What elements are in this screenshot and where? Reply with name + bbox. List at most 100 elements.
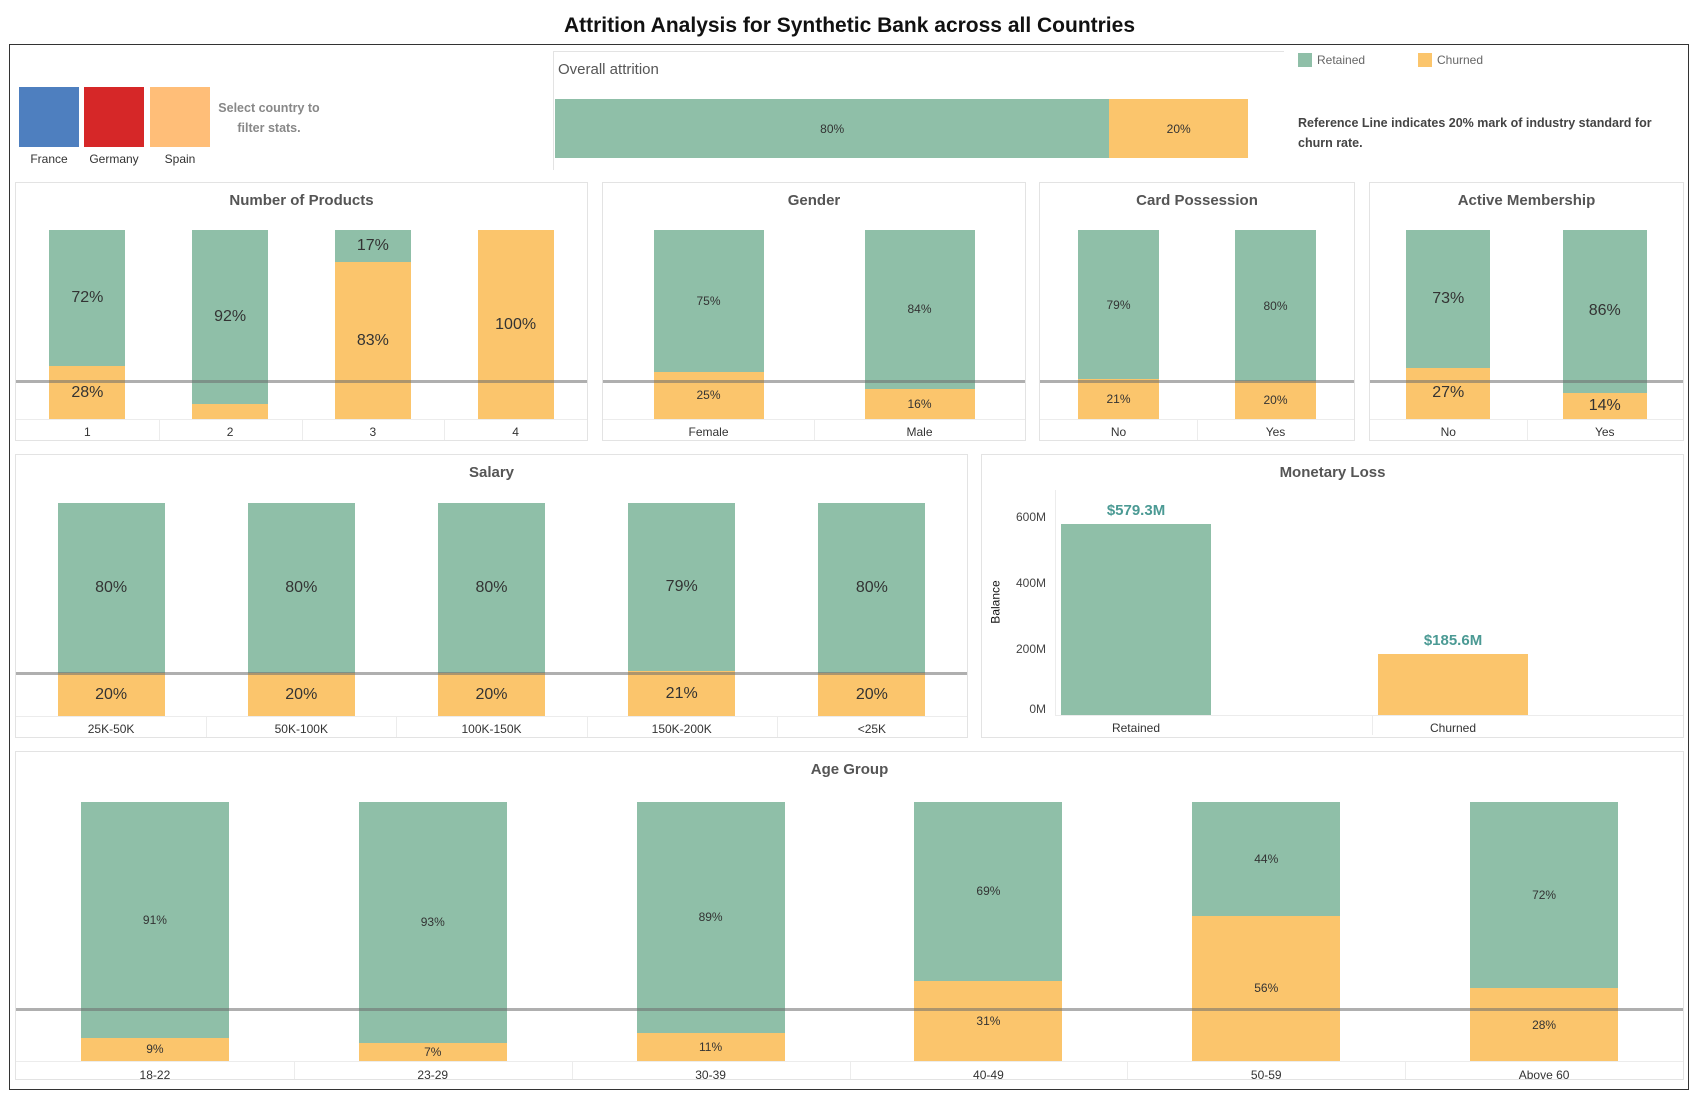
x-axis-line (16, 716, 967, 717)
age-group-category-label: 23-29 (417, 1068, 449, 1082)
reference-line (1040, 380, 1354, 384)
age-group-churned-bar[interactable]: 28% (1470, 988, 1619, 1061)
age-group-retained-bar[interactable]: 89% (636, 802, 785, 1033)
salary-retained-bar[interactable]: 80% (57, 503, 165, 674)
number-of-products-title: Number of Products (229, 192, 374, 209)
active-membership-retained-bar[interactable]: 73% (1406, 230, 1491, 368)
overall-attrition-bar: 80% 20% (555, 99, 1248, 158)
card-possession-retained-bar[interactable]: 80% (1235, 230, 1316, 382)
salary-retained-bar[interactable]: 80% (438, 503, 545, 674)
age-group-churned-bar[interactable]: 31% (914, 980, 1063, 1061)
gender-category-label: Female (688, 425, 729, 439)
y-tick-label: 600M (1015, 510, 1046, 524)
gender-retained-bar[interactable]: 75% (653, 230, 764, 372)
y-axis-line (1055, 490, 1056, 715)
age-group-churned-bar[interactable]: 11% (636, 1032, 785, 1061)
monetary-retained-bar[interactable] (1061, 523, 1211, 715)
age-group-title: Age Group (810, 761, 889, 778)
card-possession-panel: Card Possession 21% 79% No 20% 80% Yes (1039, 182, 1355, 441)
age-group-category-label: 18-22 (139, 1068, 171, 1082)
number-of-products-retained-bar[interactable]: 17% (334, 230, 411, 263)
active-membership-title: Active Membership (1457, 192, 1596, 209)
card-possession-category-label: Yes (1265, 425, 1286, 439)
salary-churned-bar[interactable]: 20% (247, 673, 355, 716)
dashboard-frame (9, 44, 1689, 1090)
x-axis-line (1055, 715, 1683, 716)
category-separator (206, 716, 208, 737)
gender-churned-bar[interactable]: 25% (653, 371, 764, 419)
filter-france-button[interactable] (19, 87, 79, 147)
salary-category-label: 100K-150K (461, 722, 522, 736)
filter-hint: Select country to filter stats. (218, 101, 320, 135)
number-of-products-retained-bar[interactable]: 92% (192, 230, 269, 404)
overall-retained-segment[interactable]: 80% (555, 99, 1110, 158)
y-tick-label: 200M (1015, 642, 1046, 656)
age-group-retained-bar[interactable]: 91% (80, 802, 229, 1038)
salary-churned-bar[interactable]: 20% (57, 673, 165, 716)
salary-churned-bar[interactable]: 20% (818, 673, 926, 716)
active-membership-category-label: Yes (1594, 425, 1615, 439)
number-of-products-category-label: 3 (369, 425, 377, 439)
active-membership-churned-bar[interactable]: 27% (1406, 367, 1491, 419)
category-separator (1405, 1061, 1407, 1079)
age-group-retained-bar[interactable]: 44% (1192, 802, 1341, 916)
number-of-products-churned-bar[interactable]: 83% (334, 262, 411, 419)
gender-churned-bar[interactable]: 16% (864, 388, 975, 419)
salary-retained-bar[interactable]: 80% (247, 503, 355, 674)
salary-retained-bar[interactable]: 79% (628, 503, 736, 672)
monetary-category-label: Retained (1111, 721, 1161, 735)
number-of-products-churned-bar[interactable] (192, 403, 269, 419)
active-membership-churned-bar[interactable]: 14% (1562, 392, 1647, 419)
age-group-panel: Age Group 9% 91% 18-22 7% 93% 23-29 11% 89% 30-39… (15, 751, 1684, 1082)
number-of-products-category-label: 1 (84, 425, 91, 439)
age-group-retained-bar[interactable]: 72% (1470, 802, 1619, 989)
category-separator (586, 716, 588, 737)
salary-churned-bar[interactable]: 21% (628, 671, 736, 716)
salary-churned-bar[interactable]: 20% (438, 673, 545, 716)
category-separator (444, 419, 446, 440)
salary-category-label: <25K (857, 722, 887, 736)
category-separator (1197, 419, 1198, 440)
legend-churned-label: Churned (1437, 53, 1484, 67)
gender-category-label: Male (906, 425, 933, 439)
card-possession-retained-bar[interactable]: 79% (1078, 230, 1159, 380)
reference-line-note: Reference Line indicates 20% mark of ind… (1298, 116, 1652, 150)
overall-churned-segment[interactable]: 20% (1109, 99, 1248, 158)
germany-label: Germany (89, 152, 139, 166)
monetary-loss-title: Monetary Loss (1279, 464, 1386, 481)
age-group-retained-bar[interactable]: 69% (914, 802, 1063, 981)
monetary-value-label: $579.3M (1106, 501, 1166, 519)
filter-germany-button[interactable] (84, 87, 144, 147)
category-separator (293, 1061, 295, 1079)
number-of-products-churned-bar[interactable]: 100% (477, 230, 554, 419)
age-group-category-label: 40-49 (973, 1068, 1004, 1082)
reference-line (1370, 380, 1683, 384)
age-group-category-label: 30-39 (695, 1068, 726, 1082)
number-of-products-retained-bar[interactable]: 72% (49, 230, 126, 367)
reference-line (16, 672, 967, 676)
gender-retained-bar[interactable]: 84% (864, 230, 975, 389)
number-of-products-churned-bar[interactable]: 28% (49, 366, 126, 419)
reference-line (16, 380, 587, 384)
monetary-loss-panel: Monetary Loss Balance 0M 200M 400M 600M $579.3… (981, 454, 1684, 738)
age-group-churned-bar[interactable]: 56% (1192, 915, 1341, 1061)
salary-retained-bar[interactable]: 80% (818, 503, 926, 674)
card-possession-churned-bar[interactable]: 20% (1235, 381, 1316, 419)
reference-line (603, 380, 1025, 384)
category-separator (814, 419, 815, 440)
active-membership-retained-bar[interactable]: 86% (1562, 230, 1647, 393)
age-group-churned-bar[interactable]: 9% (80, 1037, 229, 1061)
age-group-retained-bar[interactable]: 93% (358, 802, 507, 1043)
age-group-churned-bar[interactable]: 7% (358, 1042, 507, 1061)
age-group-category-label: 50-59 (1250, 1068, 1282, 1082)
monetary-churned-bar[interactable] (1378, 653, 1528, 715)
category-separator (1127, 1061, 1129, 1079)
category-separator (396, 716, 398, 737)
monetary-category-label: Churned (1429, 721, 1477, 735)
active-membership-panel: Active Membership 27% 73% No 14% 86% Yes (1369, 182, 1684, 441)
spain-label: Spain (164, 152, 196, 166)
card-possession-churned-bar[interactable]: 21% (1078, 379, 1159, 419)
filter-spain-button[interactable] (150, 87, 210, 147)
category-separator (1526, 419, 1528, 440)
legend-retained-label: Retained (1317, 53, 1366, 67)
